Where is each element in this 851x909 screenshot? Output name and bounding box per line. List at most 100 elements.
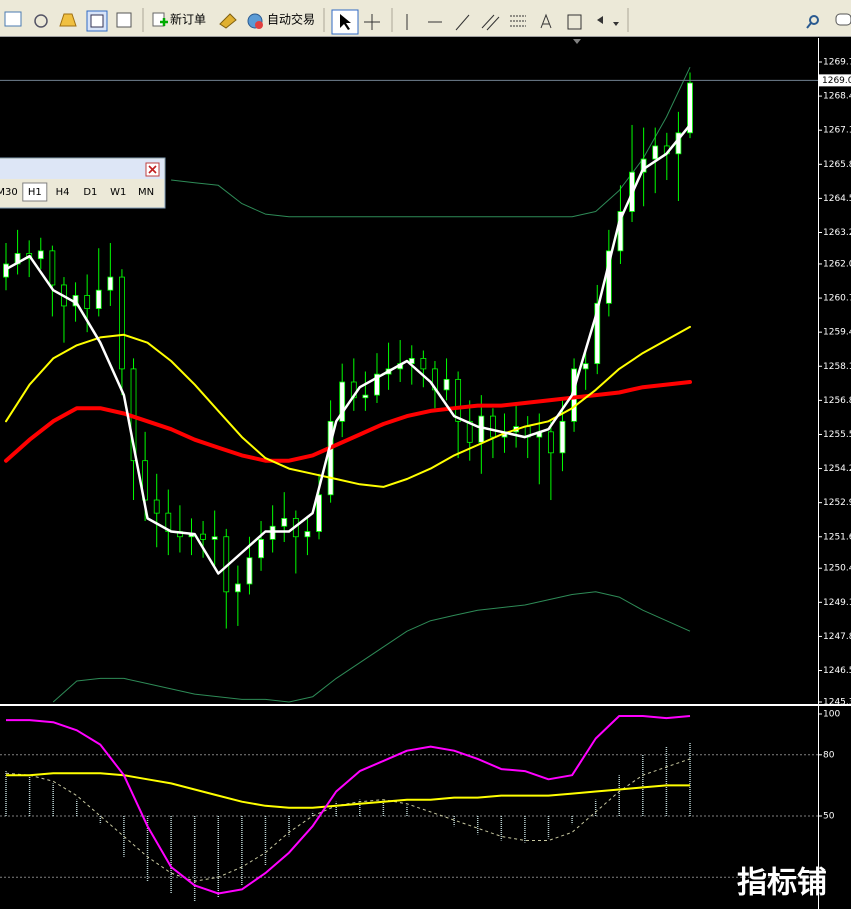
- timeframe-button-bg[interactable]: [134, 183, 158, 201]
- timeframe-button[interactable]: M30: [0, 187, 18, 198]
- candle-body: [95, 289, 102, 309]
- candle-body: [211, 536, 218, 540]
- icon-data-window-inner: [90, 14, 104, 28]
- candle-body: [466, 420, 473, 443]
- candle-body: [234, 583, 241, 593]
- price-tick-label: 1247.8: [823, 632, 851, 642]
- current-price-label: 1269.0: [822, 76, 851, 86]
- timeframe-button[interactable]: MN: [138, 187, 154, 198]
- chart-shift-marker: [573, 39, 581, 44]
- candle-body: [362, 394, 369, 399]
- candle-body: [443, 378, 450, 391]
- price-tick-label: 1250.4: [823, 564, 851, 574]
- price-tick-label: 1265.8: [823, 160, 851, 170]
- indicator-panel: [0, 715, 818, 902]
- candle-body: [200, 533, 206, 540]
- candle-body: [119, 276, 125, 370]
- candle-body: [327, 420, 334, 496]
- moving-average: [4, 380, 692, 463]
- candle-body: [107, 276, 114, 291]
- window-title-bar: [0, 159, 164, 179]
- price-tick-label: 1255.5: [823, 430, 851, 440]
- timeframe-button-bg[interactable]: [50, 183, 75, 201]
- timeframe-button[interactable]: H1: [28, 187, 42, 198]
- toolbar: 新订单 自动交易: [0, 0, 851, 37]
- auto-trade-button[interactable]: 自动交易: [267, 12, 315, 27]
- candle-body: [420, 357, 427, 370]
- candle-body: [269, 525, 276, 540]
- icon-navigator[interactable]: [34, 14, 48, 28]
- candle-body: [37, 250, 44, 260]
- icon-new-chart[interactable]: [4, 11, 22, 27]
- candle-body: [304, 531, 311, 538]
- icon-tester[interactable]: [116, 12, 132, 28]
- price-tick-label: 1259.4: [823, 328, 851, 338]
- candle-body: [339, 381, 346, 422]
- candle-body: [258, 538, 264, 559]
- icon-chat[interactable]: [835, 13, 851, 26]
- bollinger-band: [52, 591, 691, 703]
- timeframe-button[interactable]: D1: [83, 187, 97, 198]
- price-tick-label: 1251.6: [823, 532, 851, 542]
- candle-body: [246, 557, 253, 585]
- icon-cursor: [340, 14, 351, 30]
- moving-average: [5, 325, 691, 488]
- icon-plus: [160, 18, 168, 26]
- candle-body: [652, 145, 659, 160]
- main-chart: [0, 66, 818, 703]
- icon-auto-trade-stop: [255, 21, 263, 29]
- current-price-box: [819, 74, 851, 87]
- icon-search[interactable]: [809, 15, 819, 25]
- icon-fibo[interactable]: [510, 15, 526, 27]
- icon-channel[interactable]: [481, 14, 500, 31]
- moving-average: [4, 123, 692, 575]
- price-tick-label: 1252.9: [823, 498, 851, 508]
- timeframe-button-bg[interactable]: [22, 182, 48, 202]
- candle-body: [281, 517, 288, 527]
- candle-body: [316, 494, 322, 532]
- timeframe-button-bg[interactable]: [0, 183, 19, 201]
- price-tick-label: 1260.7: [823, 294, 851, 304]
- indicator-line: [6, 772, 690, 809]
- close-x: [148, 165, 157, 174]
- toolbar-bg: [0, 0, 851, 37]
- price-tick-label: 1245.3: [823, 698, 851, 708]
- icon-favorites[interactable]: [59, 13, 77, 27]
- icon-crosshair[interactable]: [364, 14, 380, 30]
- timeframe-button-bg[interactable]: [106, 183, 131, 201]
- candle-body: [455, 378, 462, 422]
- candle-body: [374, 373, 380, 396]
- price-tick-label: 1256.8: [823, 396, 851, 406]
- bollinger-band: [171, 66, 691, 218]
- timeframe-button[interactable]: H4: [56, 187, 70, 198]
- indicator-tick-label: 50: [823, 812, 835, 822]
- candle-body: [165, 512, 172, 532]
- price-tick-label: 1267.1: [823, 126, 851, 136]
- price-tick-label: 1249.1: [823, 598, 851, 608]
- new-order-button[interactable]: 新订单: [170, 12, 206, 27]
- timeframe-button[interactable]: W1: [110, 187, 126, 198]
- candle-body: [559, 420, 566, 454]
- icon-arrows[interactable]: [597, 16, 619, 26]
- candle-body: [84, 295, 91, 309]
- timeframe-button-bg[interactable]: [78, 183, 103, 201]
- price-axis: 1269.7 1268.4 1267.1 1265.8 1264.5 1263.2 1262…: [818, 58, 851, 822]
- price-tick-label: 1254.2: [823, 464, 851, 474]
- candle-body: [594, 302, 601, 365]
- icon-label[interactable]: [567, 14, 582, 30]
- indicator-tick-label: 100: [823, 710, 840, 720]
- price-tick-label: 1263.2: [823, 228, 851, 238]
- icon-expert[interactable]: [219, 13, 237, 29]
- price-tick-label: 1246.5: [823, 666, 851, 676]
- icon-new-order[interactable]: [152, 12, 165, 27]
- candle-body: [582, 363, 589, 370]
- icon-trendline[interactable]: [455, 14, 470, 31]
- icon-text[interactable]: [540, 13, 552, 29]
- indicator-tick-label: 80: [823, 750, 835, 760]
- candle-body: [687, 82, 693, 134]
- candle-body: [478, 415, 485, 443]
- price-tick-label: 1262.0: [823, 259, 851, 269]
- candle-body: [490, 415, 496, 438]
